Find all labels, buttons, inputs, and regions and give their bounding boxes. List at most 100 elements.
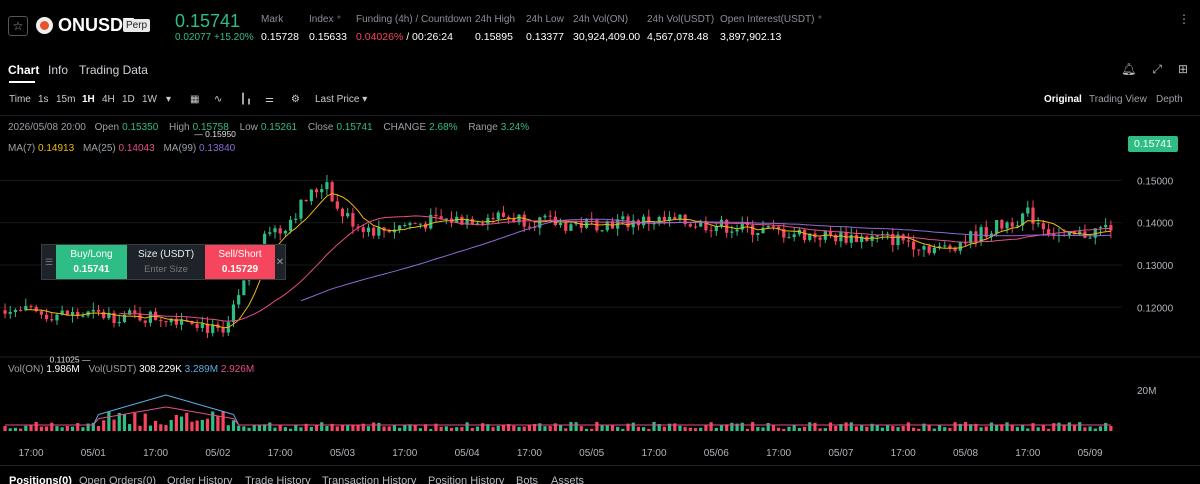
layout-grid-icon[interactable]: ⊞ bbox=[1177, 62, 1188, 76]
volume-bar bbox=[283, 427, 287, 431]
candle-body bbox=[501, 212, 506, 217]
volume-bar bbox=[756, 426, 760, 431]
interval-15m[interactable]: 15m bbox=[56, 94, 76, 105]
candle-type-icon[interactable]: ┃╻ bbox=[240, 94, 253, 105]
volume-bar bbox=[1093, 428, 1097, 431]
volume-bar bbox=[19, 428, 23, 431]
price-chart[interactable]: 0.15000 0.14000 0.13000 0.12000 20M 17:00 05/… bbox=[0, 116, 1200, 466]
volume-bar bbox=[979, 427, 983, 431]
interval-1w[interactable]: 1W bbox=[142, 94, 157, 105]
candle-body bbox=[989, 233, 994, 238]
tab-chart[interactable]: Chart bbox=[8, 63, 40, 77]
time-label[interactable]: Time bbox=[9, 94, 31, 105]
candle-body bbox=[584, 218, 589, 228]
size-input-area[interactable]: Size (USDT) Enter Size bbox=[127, 245, 205, 279]
tab-transaction-history[interactable]: Transaction History bbox=[322, 475, 417, 484]
tab-bots[interactable]: Bots bbox=[516, 475, 539, 484]
stat-index[interactable]: Index ⁺ 0.15633 bbox=[309, 14, 347, 43]
volume-bar bbox=[117, 412, 121, 431]
volume-bar bbox=[91, 422, 95, 431]
volume-bar bbox=[423, 424, 428, 431]
size-input[interactable]: Enter Size bbox=[144, 264, 188, 275]
interval-1d[interactable]: 1D bbox=[122, 94, 135, 105]
symbol-title[interactable]: ONUSDT bbox=[58, 15, 134, 35]
volume-bar bbox=[340, 424, 345, 431]
volume-bar bbox=[444, 426, 448, 431]
high-price-annotation: — 0.15950 bbox=[194, 129, 236, 139]
volume-bar bbox=[958, 423, 962, 431]
view-depth[interactable]: Depth bbox=[1156, 94, 1183, 105]
candle-body bbox=[626, 216, 630, 228]
tab-order-history[interactable]: Order History bbox=[167, 475, 233, 484]
interval-4h[interactable]: 4H bbox=[102, 94, 115, 105]
interval-1h[interactable]: 1H bbox=[82, 94, 95, 105]
settings-sliders-icon[interactable]: ⚌ bbox=[265, 94, 274, 105]
volume-bar bbox=[527, 425, 531, 431]
volume-bar bbox=[24, 425, 28, 431]
candle-body bbox=[1031, 207, 1035, 224]
buy-long-button[interactable]: Buy/Long 0.15741 bbox=[56, 245, 127, 279]
volume-bar bbox=[771, 425, 776, 431]
candle-body bbox=[465, 218, 469, 225]
volume-bar bbox=[553, 423, 557, 431]
x-tick-label: 05/03 bbox=[330, 448, 355, 459]
volume-bar bbox=[102, 420, 106, 431]
bell-icon[interactable]: 🔔︎ bbox=[1121, 62, 1137, 76]
volume-bar bbox=[953, 422, 957, 431]
tab-trade-history[interactable]: Trade History bbox=[245, 475, 311, 484]
candle-body bbox=[860, 236, 864, 243]
view-original[interactable]: Original bbox=[1044, 94, 1082, 105]
candle-body bbox=[527, 226, 531, 228]
favorite-star-icon[interactable]: ☆ bbox=[8, 16, 28, 36]
volume-bar bbox=[1109, 425, 1113, 431]
candle-body bbox=[953, 247, 957, 251]
candle-body bbox=[112, 312, 116, 324]
view-trading-view[interactable]: Trading View bbox=[1089, 94, 1147, 105]
sell-short-button[interactable]: Sell/Short 0.15729 bbox=[205, 245, 275, 279]
expand-icon[interactable]: ⤢ bbox=[1152, 62, 1162, 76]
candle-body bbox=[268, 232, 272, 234]
volume-bar bbox=[439, 426, 443, 431]
volume-bar bbox=[501, 425, 506, 431]
candle-body bbox=[782, 229, 786, 238]
ma7-label: MA(7) bbox=[8, 143, 36, 154]
volume-bar bbox=[818, 428, 822, 431]
settings-gear-icon[interactable]: ⚙ bbox=[291, 94, 300, 105]
more-icon[interactable]: ⋮ bbox=[1178, 12, 1190, 26]
candle-body bbox=[91, 309, 95, 312]
interval-1s[interactable]: 1s bbox=[38, 94, 49, 105]
candle-body bbox=[854, 235, 859, 243]
volume-bar bbox=[543, 426, 547, 431]
candle-body bbox=[1021, 213, 1025, 226]
stat-open-interest[interactable]: Open Interest(USDT) ⁺ 3,897,902.13 bbox=[720, 14, 823, 43]
calendar-icon[interactable]: ▦ bbox=[190, 94, 200, 105]
volume-bar bbox=[169, 419, 173, 431]
candle-body bbox=[205, 323, 210, 333]
volume-bar bbox=[138, 425, 142, 431]
tab-assets[interactable]: Assets bbox=[551, 475, 585, 484]
volume-bar bbox=[667, 423, 672, 431]
candle-body bbox=[667, 216, 672, 221]
tab-info[interactable]: Info bbox=[48, 63, 69, 77]
candle-body bbox=[50, 319, 54, 321]
volume-bar bbox=[693, 428, 698, 431]
indicator-icon[interactable]: ∿ bbox=[214, 94, 223, 105]
candle-body bbox=[24, 305, 28, 311]
tab-positions[interactable]: Positions(0) bbox=[9, 475, 72, 484]
volume-bar bbox=[413, 425, 417, 431]
price-type-select[interactable]: Last Price ▾ bbox=[315, 94, 368, 105]
tab-open-orders[interactable]: Open Orders(0) bbox=[79, 475, 157, 484]
candle-body bbox=[221, 327, 225, 333]
volume-bar bbox=[1031, 423, 1035, 431]
drag-handle-icon[interactable]: ☰ bbox=[44, 256, 54, 267]
tab-trading-data[interactable]: Trading Data bbox=[79, 63, 148, 77]
volume-bar bbox=[361, 423, 365, 431]
candle-body bbox=[507, 216, 511, 219]
volume-bar bbox=[346, 424, 350, 431]
interval-dropdown-icon[interactable]: ▾ bbox=[166, 94, 172, 105]
candle-body bbox=[896, 234, 900, 246]
candle-body bbox=[564, 223, 568, 231]
candle-body bbox=[366, 227, 371, 232]
close-icon[interactable]: ✕ bbox=[275, 256, 285, 268]
tab-position-history[interactable]: Position History bbox=[428, 475, 505, 484]
